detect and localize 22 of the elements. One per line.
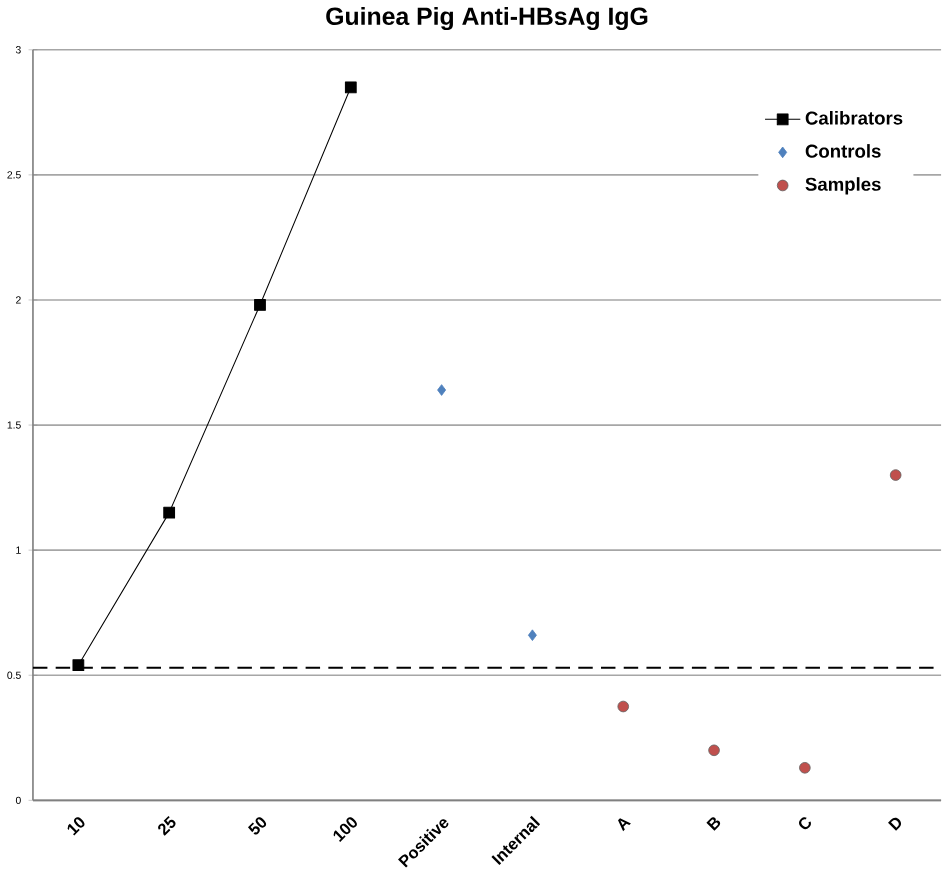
legend-label: Controls bbox=[805, 143, 881, 158]
point bbox=[889, 469, 902, 481]
x-tick-label: D bbox=[888, 817, 902, 831]
legend-label: Calibrators bbox=[805, 110, 903, 125]
x-tick-label: 50 bbox=[247, 817, 267, 835]
point bbox=[72, 659, 85, 672]
point bbox=[254, 298, 266, 311]
point bbox=[437, 384, 447, 396]
x-tick-label: 10 bbox=[67, 817, 85, 836]
chart-title: Guinea Pig Anti-HBsAg IgG bbox=[326, 6, 648, 30]
point bbox=[617, 700, 630, 713]
x-tick-label: 100 bbox=[333, 817, 357, 842]
point bbox=[527, 629, 537, 641]
x-tick-label: C bbox=[799, 817, 811, 830]
point bbox=[344, 81, 357, 94]
point bbox=[708, 744, 720, 756]
x-tick-label: A bbox=[618, 818, 631, 832]
point bbox=[799, 761, 811, 774]
legend-label: Samples bbox=[805, 177, 881, 195]
x-tick-label: B bbox=[706, 817, 721, 831]
x-tick-label: 25 bbox=[158, 815, 176, 836]
point bbox=[163, 506, 176, 519]
